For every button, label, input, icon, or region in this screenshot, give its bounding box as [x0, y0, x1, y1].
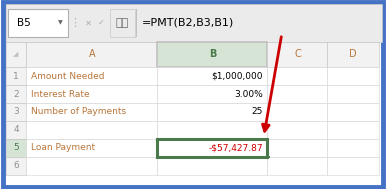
Text: 25: 25	[252, 108, 263, 116]
Bar	[267, 85, 327, 103]
Bar	[265, 156, 270, 158]
Bar	[26, 139, 157, 157]
Bar	[6, 103, 26, 121]
Bar	[267, 42, 327, 67]
Bar	[6, 42, 26, 67]
Bar	[110, 9, 135, 37]
Text: -$57,427.87: -$57,427.87	[208, 143, 263, 152]
Text: A: A	[88, 49, 95, 59]
Bar	[267, 103, 327, 121]
Bar	[157, 139, 267, 157]
Text: B: B	[209, 49, 216, 59]
Bar	[6, 121, 26, 139]
Bar	[136, 9, 137, 37]
Text: =PMT(B2,B3,B1): =PMT(B2,B3,B1)	[142, 18, 234, 28]
Text: 4: 4	[13, 125, 19, 134]
Bar	[6, 85, 26, 103]
Bar	[327, 42, 379, 67]
Bar	[157, 121, 267, 139]
Bar	[6, 139, 26, 157]
Text: $1,000,000: $1,000,000	[212, 72, 263, 81]
Text: 3.00%: 3.00%	[234, 90, 263, 98]
Text: D: D	[349, 49, 357, 59]
Bar	[327, 67, 379, 85]
Text: Amount Needed: Amount Needed	[31, 72, 104, 81]
Text: ✕: ✕	[85, 18, 91, 27]
Bar	[327, 139, 379, 157]
Bar	[157, 139, 267, 157]
Bar	[26, 103, 157, 121]
Text: ◢: ◢	[14, 51, 19, 57]
Bar	[327, 157, 379, 175]
Bar	[327, 121, 379, 139]
Bar	[26, 67, 157, 85]
Text: Interest Rate: Interest Rate	[31, 90, 90, 98]
Bar	[267, 139, 327, 157]
Text: C: C	[294, 49, 301, 59]
Bar	[267, 121, 327, 139]
Text: B5: B5	[17, 18, 31, 28]
Bar	[26, 157, 157, 175]
Text: Number of Payments: Number of Payments	[31, 108, 126, 116]
Bar	[6, 4, 382, 42]
Bar	[6, 67, 26, 85]
Bar	[8, 9, 68, 37]
Text: ✓: ✓	[98, 18, 105, 27]
Bar	[157, 67, 267, 85]
Bar	[6, 157, 26, 175]
Bar	[26, 85, 157, 103]
Bar	[26, 121, 157, 139]
Bar	[327, 85, 379, 103]
Text: ⋮: ⋮	[69, 18, 80, 28]
Text: 3: 3	[13, 108, 19, 116]
Bar	[267, 157, 327, 175]
Text: Loan Payment: Loan Payment	[31, 143, 95, 152]
Bar	[157, 42, 267, 67]
Text: 𝑓𝑥: 𝑓𝑥	[116, 18, 129, 28]
Bar	[267, 67, 327, 85]
Bar	[157, 85, 267, 103]
Text: 2: 2	[13, 90, 19, 98]
FancyBboxPatch shape	[3, 2, 383, 187]
Text: ▼: ▼	[58, 20, 63, 25]
Bar	[157, 103, 267, 121]
Bar	[157, 157, 267, 175]
Text: 5: 5	[13, 143, 19, 152]
Text: 6: 6	[13, 161, 19, 170]
Text: 1: 1	[13, 72, 19, 81]
Bar	[26, 42, 157, 67]
Bar	[327, 103, 379, 121]
